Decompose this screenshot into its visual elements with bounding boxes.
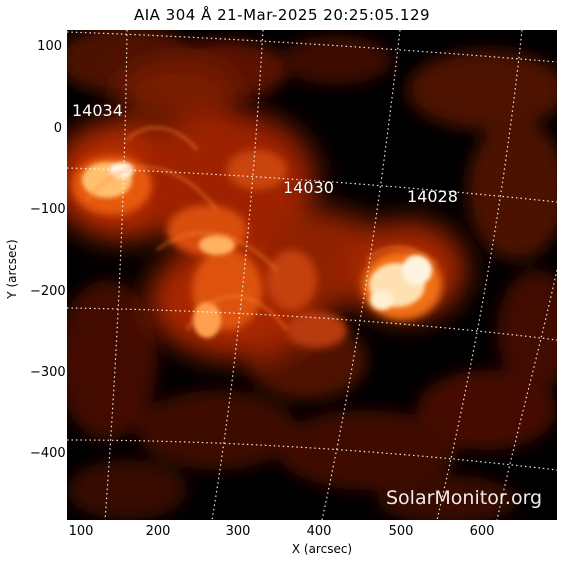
active-region-label-14034: 14034 bbox=[72, 101, 123, 120]
x-tick-label: 300 bbox=[225, 524, 251, 539]
heliographic-grid bbox=[67, 30, 557, 520]
dim-network-layer bbox=[67, 30, 557, 520]
image-title: AIA 304 Å 21-Mar-2025 20:25:05.129 bbox=[133, 6, 431, 24]
active-region-label-14028: 14028 bbox=[407, 187, 458, 206]
x-tick-label: 600 bbox=[469, 524, 495, 539]
y-tick-label: 0 bbox=[53, 121, 62, 136]
x-tick-label: 500 bbox=[388, 524, 414, 539]
y-tick-label: −300 bbox=[30, 365, 66, 380]
x-tick-label: 200 bbox=[145, 524, 171, 539]
y-tick-label: 100 bbox=[37, 39, 62, 54]
y-tick-label: −100 bbox=[30, 202, 66, 217]
y-axis-label: Y (arcsec) bbox=[5, 239, 19, 299]
solar-image bbox=[67, 30, 557, 520]
x-tick-label: 100 bbox=[68, 524, 94, 539]
loop-strands bbox=[86, 126, 438, 331]
y-tick-label: −200 bbox=[30, 284, 66, 299]
active-region-label-14030: 14030 bbox=[283, 178, 334, 197]
sun-emission-svg bbox=[67, 30, 557, 520]
watermark: SolarMonitor.org bbox=[386, 487, 543, 509]
x-axis-label: X (arcsec) bbox=[291, 542, 353, 556]
y-tick-label: −400 bbox=[30, 446, 66, 461]
x-tick-label: 400 bbox=[306, 524, 332, 539]
